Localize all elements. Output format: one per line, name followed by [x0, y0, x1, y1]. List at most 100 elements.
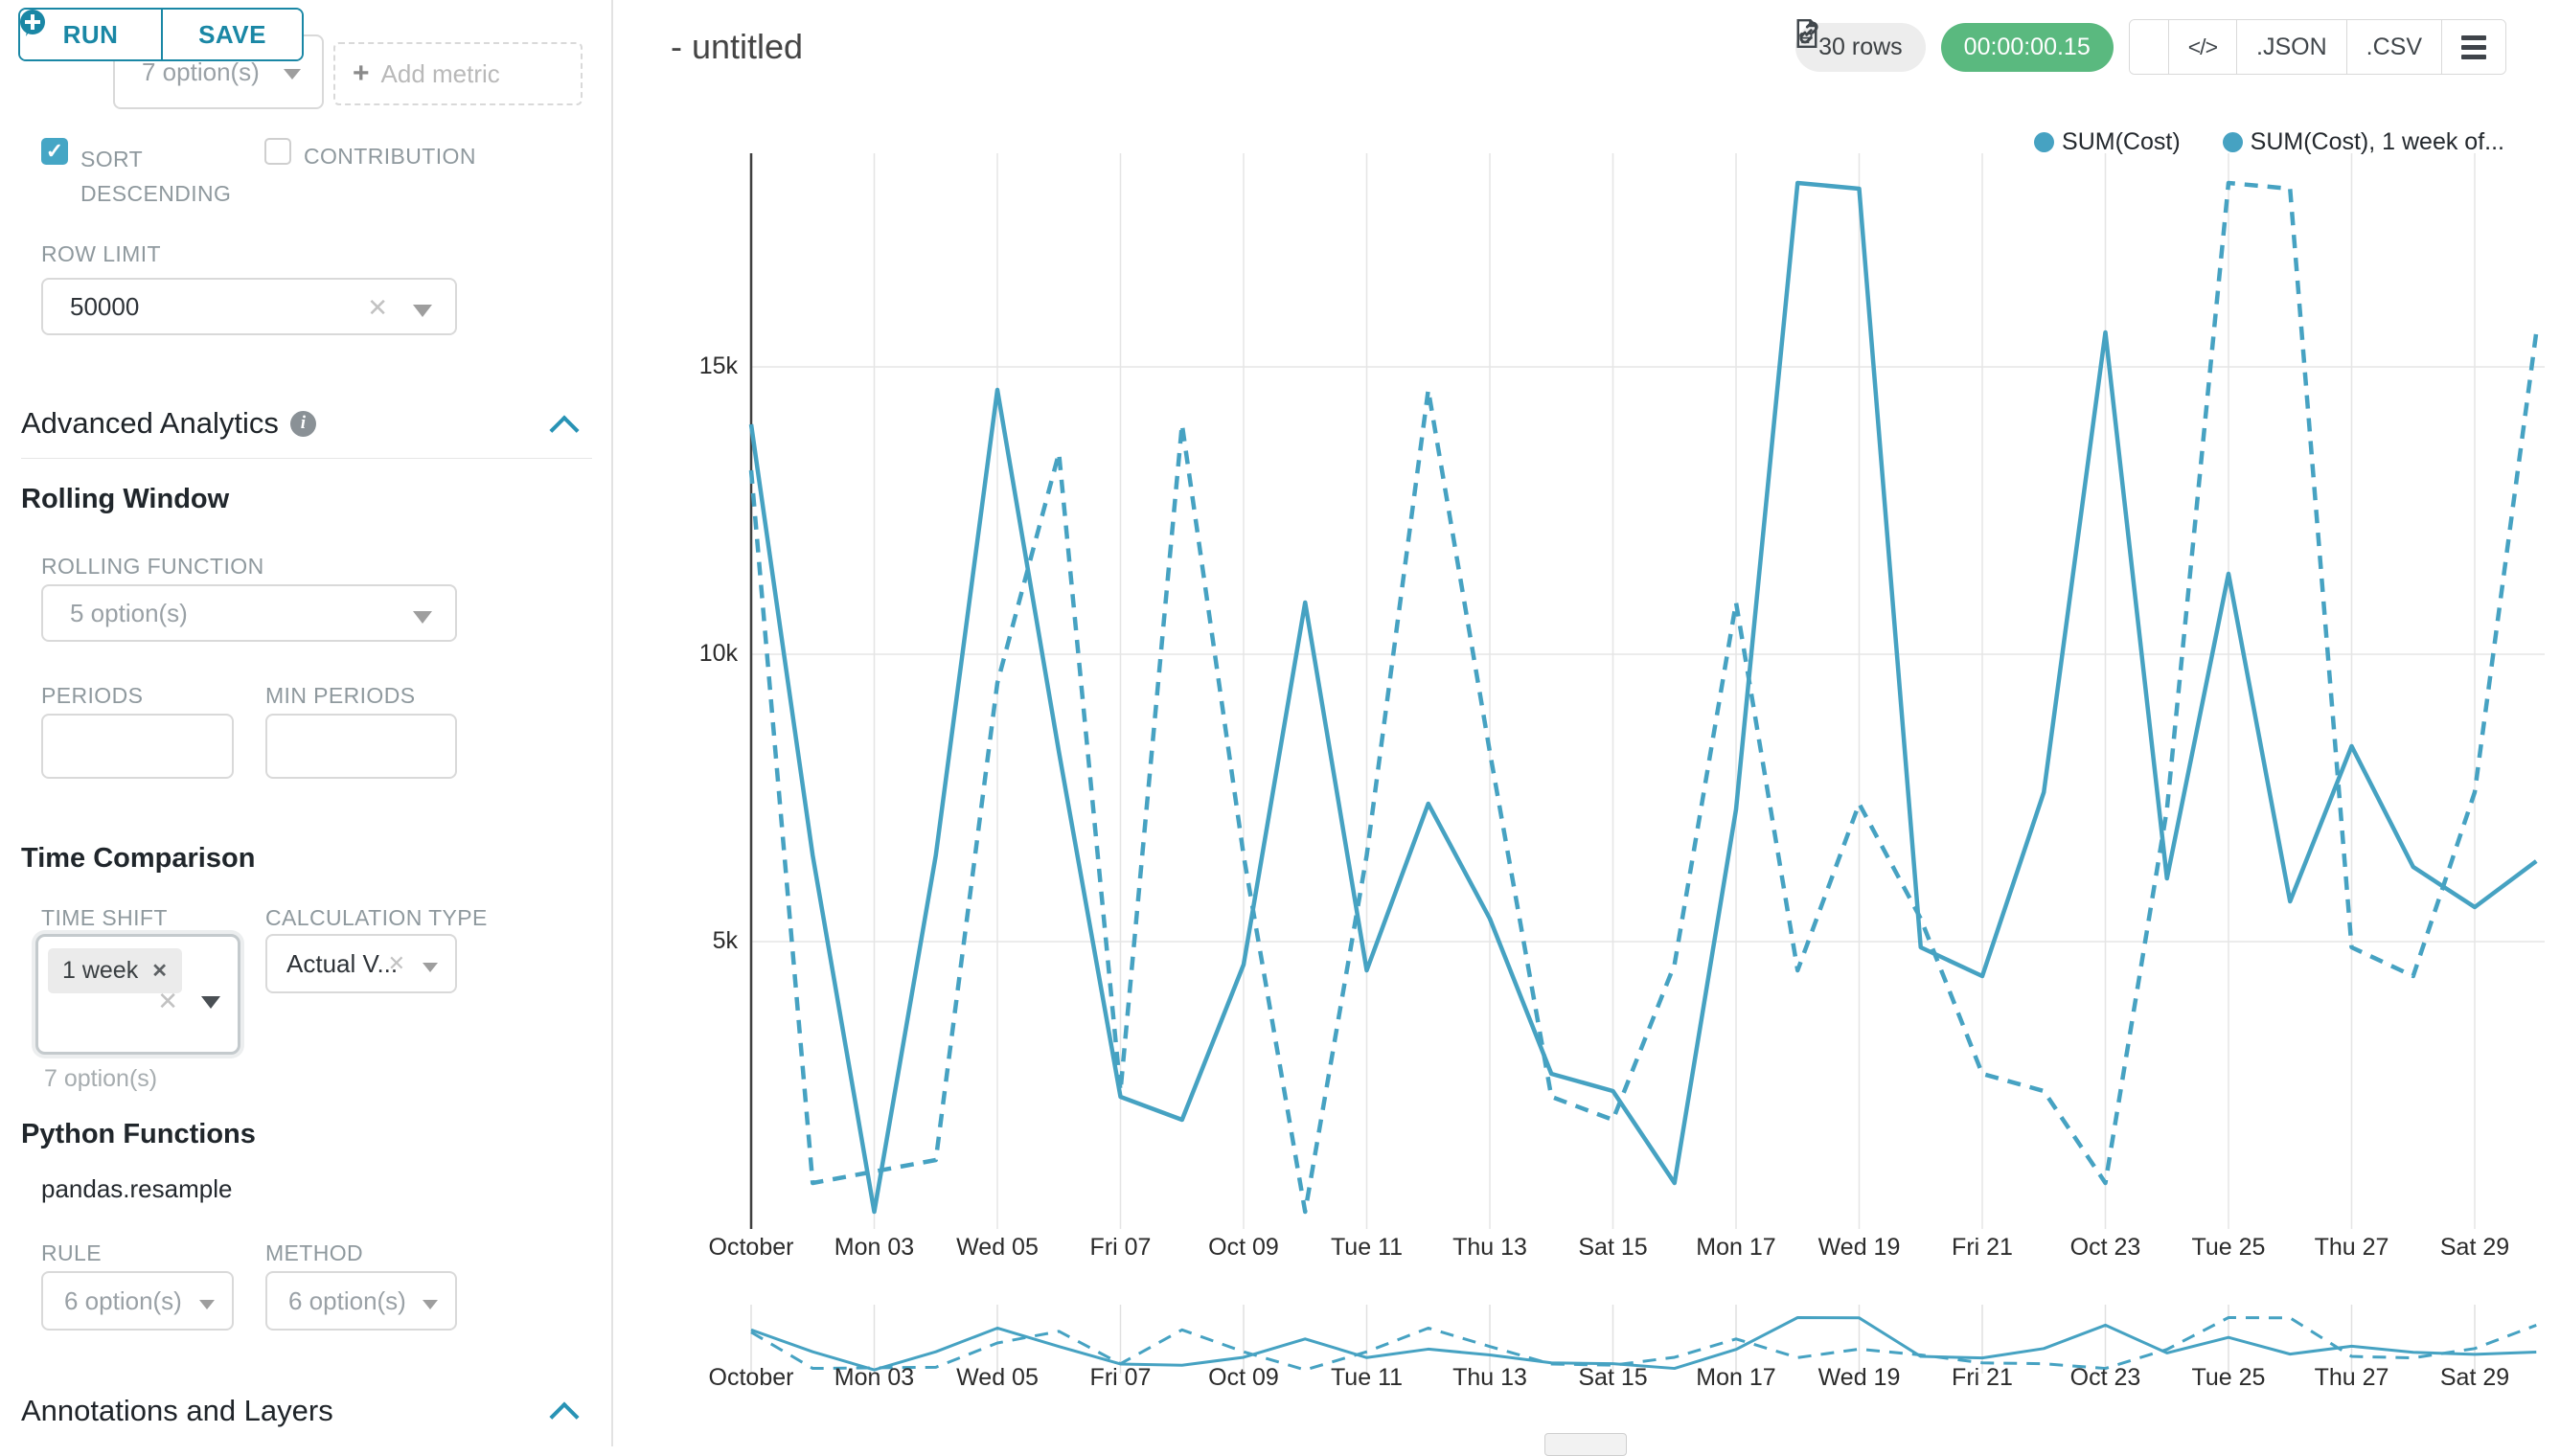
row-limit-label: ROW LIMIT: [41, 241, 161, 266]
x-tick-label: Sat 15: [1578, 1364, 1648, 1391]
y-tick-label: 15k: [698, 353, 738, 379]
legend-label: SUM(Cost): [2062, 128, 2181, 155]
x-tick-label: Fri 21: [1952, 1234, 2013, 1261]
chevron-down-icon: [284, 69, 301, 80]
plus-circle-icon: [20, 10, 45, 34]
x-tick-label: Tue 11: [1330, 1364, 1404, 1391]
legend-item-sum-cost[interactable]: SUM(Cost): [2034, 128, 2181, 156]
csv-label: .CSV: [2366, 33, 2422, 60]
x-tick-label: Fri 07: [1089, 1364, 1152, 1391]
chevron-down-icon: [423, 963, 438, 972]
timer-badge: 00:00:00.15: [1940, 22, 2114, 72]
time-shift-chip-label: 1 week: [62, 957, 139, 984]
chevron-down-icon: [413, 305, 432, 317]
python-functions-title: Python Functions: [21, 1119, 256, 1149]
y-tick-label: 10k: [698, 640, 738, 667]
row-limit-select[interactable]: 50000 ✕: [41, 278, 457, 335]
pandas-resample-label: pandas.resample: [41, 1174, 233, 1203]
chart-menu-button[interactable]: [2441, 20, 2505, 74]
export-csv-button[interactable]: .CSV: [1796, 19, 2441, 74]
x-tick-label: Mon 17: [1696, 1364, 1776, 1391]
sort-descending-checkbox[interactable]: ✓: [41, 138, 68, 165]
chevron-down-icon: [199, 1300, 215, 1309]
chevron-down-icon: [423, 1300, 438, 1309]
export-json-button[interactable]: .JSON: [1796, 19, 2346, 74]
x-tick-label: Sat 15: [1578, 1234, 1648, 1261]
legend-dot-icon: [2222, 132, 2243, 152]
x-tick-label: October: [708, 1364, 794, 1391]
x-tick-label: Mon 03: [834, 1364, 915, 1391]
chart-title[interactable]: - untitled: [671, 27, 804, 66]
x-tick-label: Thu 13: [1452, 1364, 1527, 1391]
time-shift-hint: 7 option(s): [44, 1065, 158, 1092]
y-tick-label: 5k: [712, 927, 738, 954]
resize-handle[interactable]: [1544, 1433, 1627, 1456]
remove-chip-icon[interactable]: ✕: [151, 961, 168, 982]
section-divider: [21, 458, 592, 459]
method-value: 6 option(s): [288, 1285, 406, 1315]
menu-icon: [2461, 34, 2486, 59]
x-tick-label: October: [708, 1234, 794, 1261]
rolling-function-select[interactable]: 5 option(s): [41, 584, 457, 642]
json-label: .JSON: [2256, 33, 2327, 60]
x-tick-label: Mon 03: [834, 1234, 915, 1261]
annotations-header[interactable]: Annotations and Layers: [21, 1394, 333, 1428]
calculation-type-select[interactable]: Actual V... ✕: [265, 934, 457, 993]
row-limit-value: 50000: [70, 291, 140, 321]
min-periods-input[interactable]: [265, 714, 457, 779]
rows-badge: 30 rows: [1795, 22, 1926, 72]
chart-legend: SUM(Cost) SUM(Cost), 1 week of...: [2034, 128, 2504, 156]
x-tick-label: Wed 05: [956, 1364, 1039, 1391]
rule-select[interactable]: 6 option(s): [41, 1271, 234, 1331]
info-icon: i: [289, 410, 316, 437]
x-tick-label: Sat 29: [2439, 1364, 2510, 1391]
clear-icon[interactable]: ✕: [387, 951, 405, 975]
rule-label: RULE: [41, 1240, 102, 1265]
save-label: SAVE: [198, 19, 266, 49]
calculation-type-value: Actual V...: [286, 948, 399, 978]
clear-icon[interactable]: ✕: [367, 293, 388, 322]
annotations-title: Annotations and Layers: [21, 1394, 333, 1427]
contribution-label: CONTRIBUTION: [304, 144, 476, 169]
rolling-window-title: Rolling Window: [21, 484, 230, 514]
x-tick-label: Wed 19: [1817, 1364, 1901, 1391]
x-tick-label: Oct 23: [2069, 1234, 2141, 1261]
x-tick-label: Sat 29: [2439, 1234, 2510, 1261]
time-shift-label: TIME SHIFT: [41, 905, 168, 930]
add-metric-label: Add metric: [380, 58, 500, 88]
clear-icon[interactable]: ✕: [157, 987, 178, 1015]
run-save-button-group: RUN SAVE: [18, 8, 304, 61]
advanced-analytics-header[interactable]: Advanced Analytics i: [21, 406, 316, 441]
chevron-down-icon: [413, 611, 432, 624]
x-tick-label: Thu 27: [2314, 1364, 2389, 1391]
x-tick-label: Fri 21: [1952, 1364, 2013, 1391]
sort-descending-label: SORT DESCENDING: [80, 147, 232, 206]
time-shift-chip[interactable]: 1 week ✕: [48, 948, 182, 993]
view-query-button[interactable]: </>: [2167, 20, 2237, 74]
save-button[interactable]: SAVE: [20, 10, 302, 59]
periods-input[interactable]: [41, 714, 234, 779]
legend-dot-icon: [2034, 132, 2055, 152]
x-tick-label: Oct 09: [1208, 1364, 1279, 1391]
header-toolbar: 30 rows 00:00:00.15 </> .JSON .CSV: [1795, 19, 2506, 75]
time-comparison-title: Time Comparison: [21, 843, 256, 874]
query-panel: 7 option(s) + Add metric RUN SAVE ✓ SORT…: [0, 0, 613, 1446]
add-metric-button[interactable]: + Add metric: [333, 42, 583, 105]
min-periods-label: MIN PERIODS: [265, 683, 416, 708]
x-tick-label: Tue 25: [2191, 1364, 2266, 1391]
method-label: METHOD: [265, 1240, 364, 1265]
plus-icon: +: [353, 57, 370, 89]
x-tick-label: Thu 27: [2314, 1234, 2389, 1261]
legend-item-sum-cost-offset[interactable]: SUM(Cost), 1 week of...: [2222, 128, 2504, 156]
rule-value: 6 option(s): [64, 1285, 182, 1315]
x-tick-label: Mon 17: [1696, 1234, 1776, 1261]
method-select[interactable]: 6 option(s): [265, 1271, 457, 1331]
rolling-function-value: 5 option(s): [70, 598, 188, 627]
time-shift-select[interactable]: 1 week ✕ ✕: [35, 934, 240, 1055]
contribution-checkbox[interactable]: [264, 138, 291, 165]
code-icon: </>: [2187, 34, 2218, 59]
x-tick-label: Wed 05: [956, 1234, 1039, 1261]
x-tick-label: Thu 13: [1452, 1234, 1527, 1261]
calculation-type-label: CALCULATION TYPE: [265, 905, 488, 930]
